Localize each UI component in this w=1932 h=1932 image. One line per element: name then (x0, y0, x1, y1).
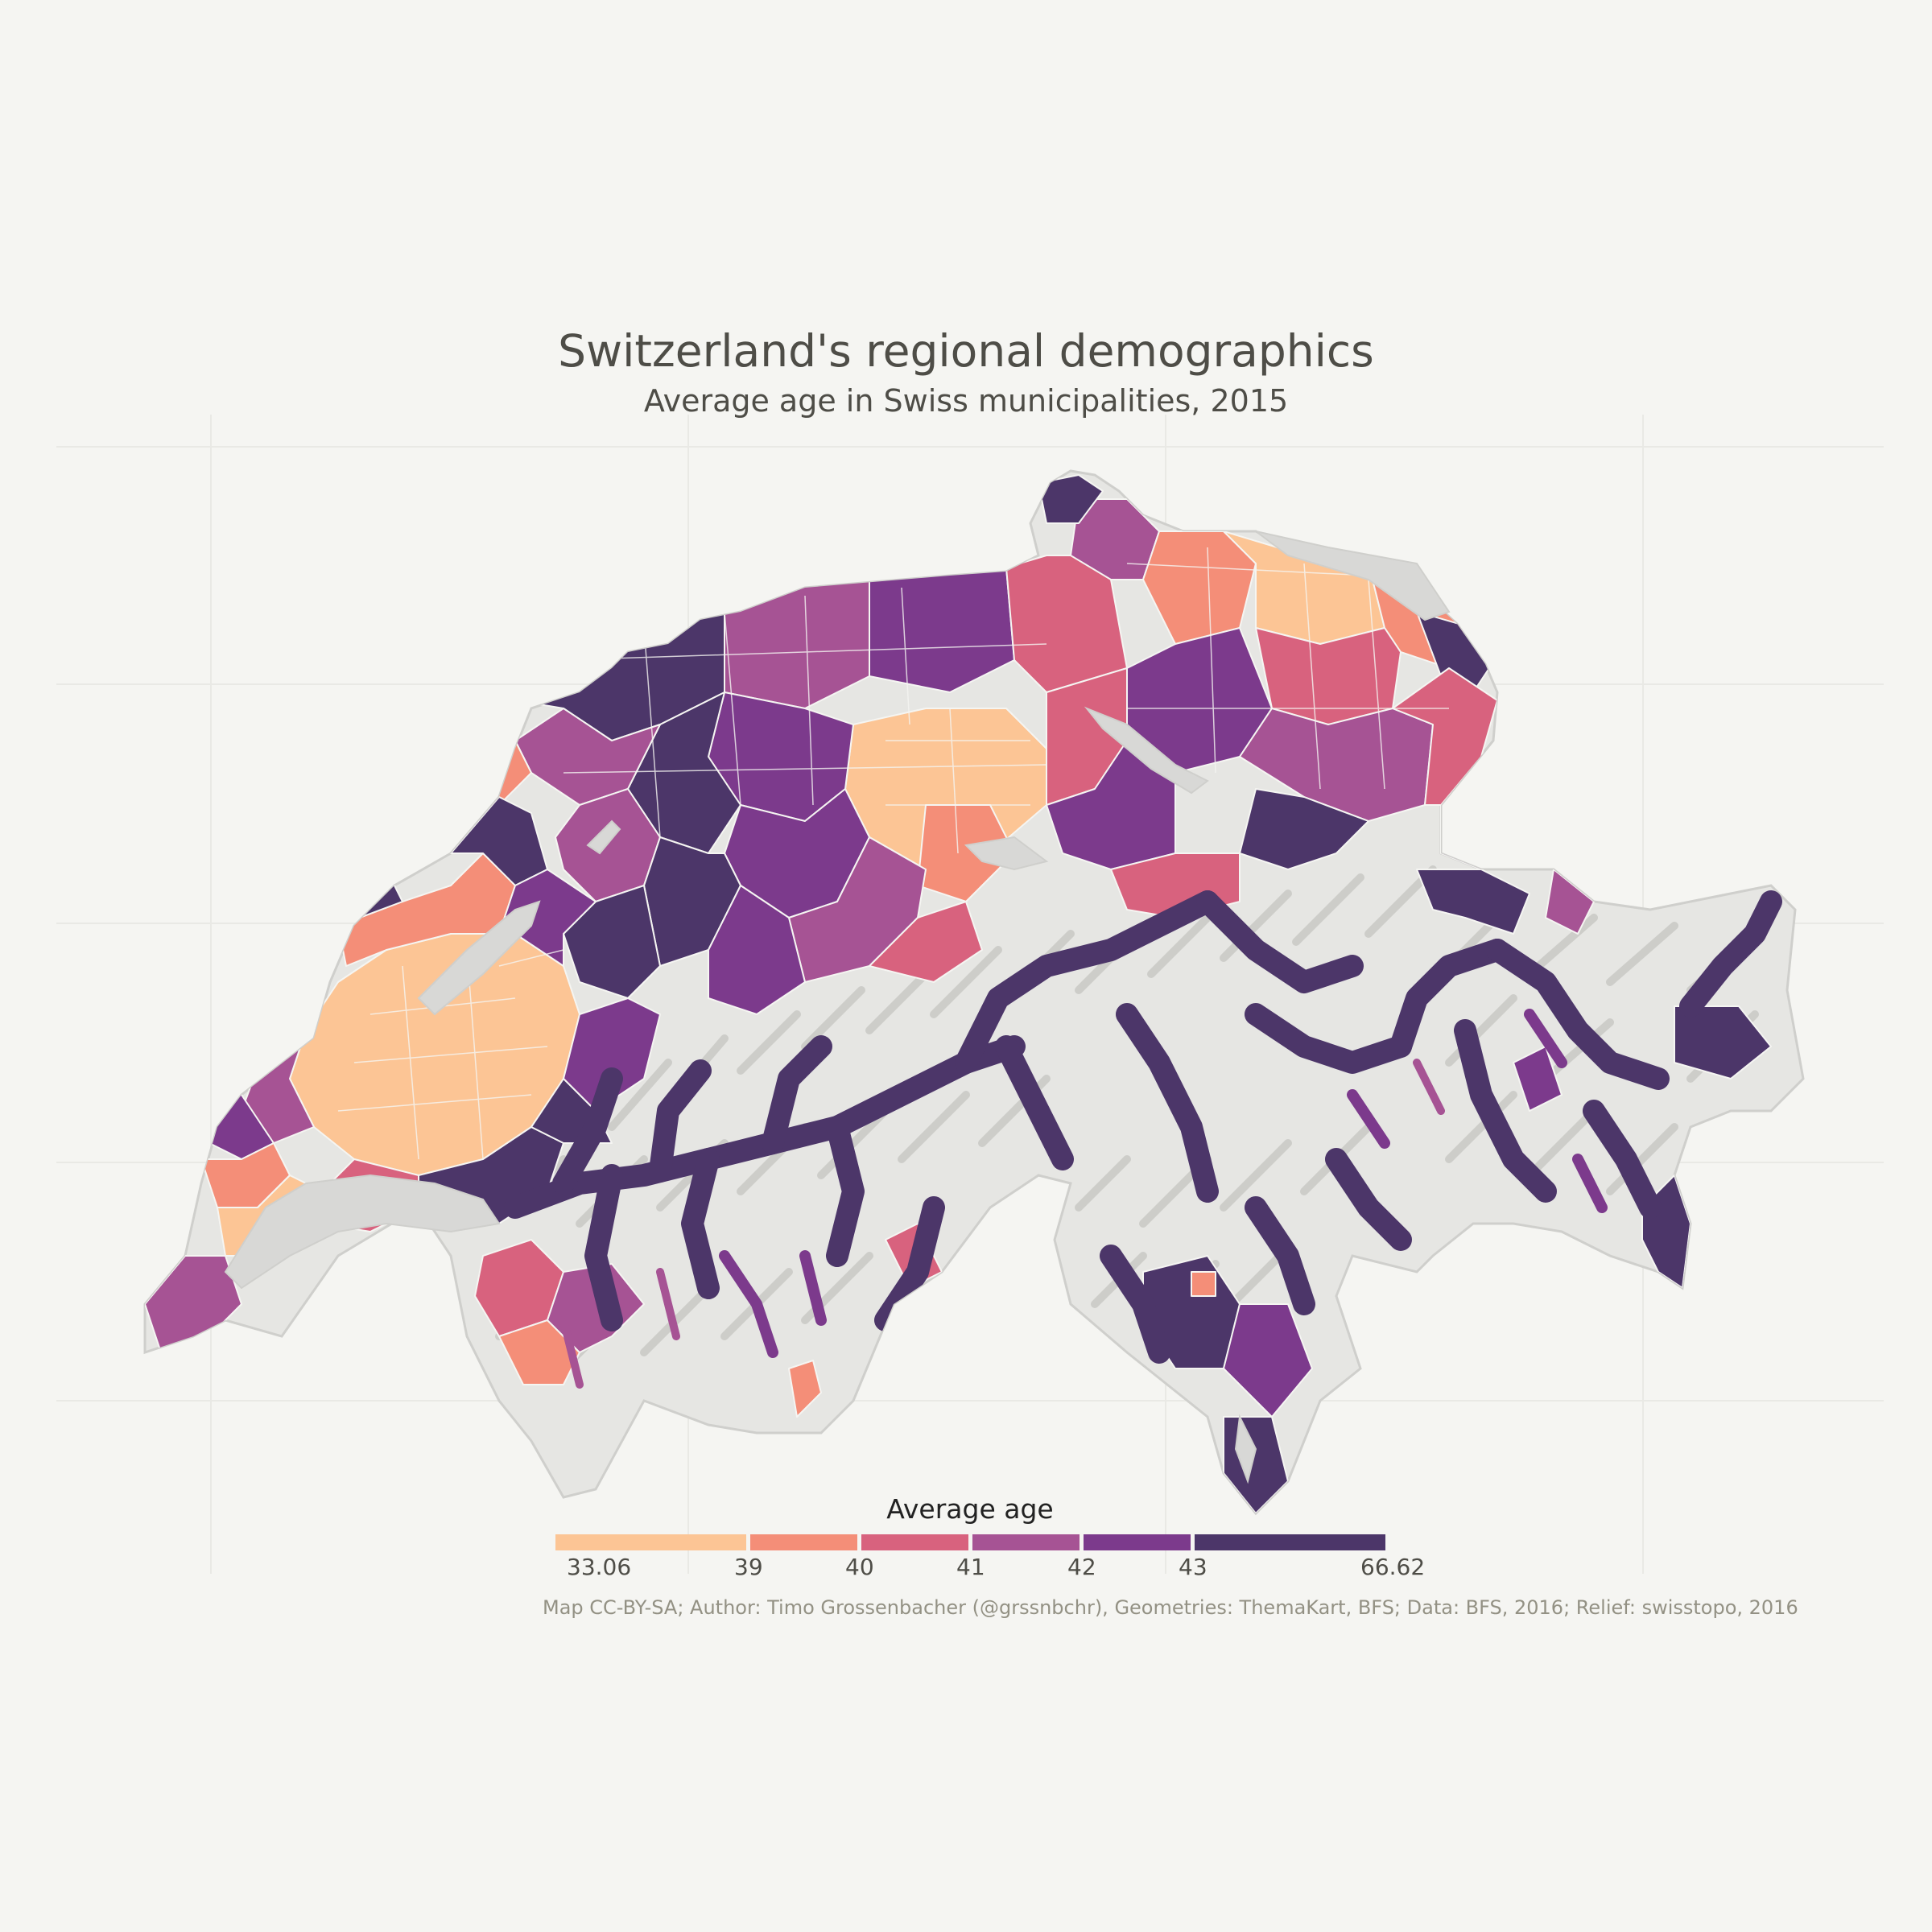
alpine-valleys-secondary (719, 1009, 1608, 1358)
legend-tick-label: 33.06 (567, 1554, 632, 1580)
region-classes (145, 474, 1772, 1513)
map-subtitle: Average age in Swiss municipalities, 201… (643, 383, 1289, 419)
legend-class-4 (972, 1534, 1080, 1550)
legend-tick-label: 40 (845, 1554, 874, 1580)
lake-constance (1255, 530, 1451, 621)
legend-class-2 (750, 1534, 857, 1550)
lake-lucerne (964, 836, 1049, 871)
legend-tick-label: 66.62 (1360, 1554, 1426, 1580)
legend-title: Average age (886, 1493, 1054, 1525)
legend-tick-label: 42 (1067, 1554, 1096, 1580)
lake-geneva (224, 1174, 501, 1290)
lakes (224, 530, 1451, 1484)
map-caption: Map CC-BY-SA; Author: Timo Grossenbacher… (543, 1596, 1798, 1619)
lake-biel (586, 819, 621, 855)
lake-neuchatel (417, 900, 541, 1016)
alpine-valleys (504, 890, 1782, 1364)
legend-tick-label: 43 (1179, 1554, 1208, 1580)
lake-maggiore (1234, 1414, 1257, 1484)
legend-tick-label: 39 (734, 1554, 763, 1580)
legend-class-5 (1084, 1534, 1191, 1550)
legend-class-3 (861, 1534, 968, 1550)
legend-tick-label: 41 (956, 1554, 985, 1580)
map-title: Switzerland's regional demographics (558, 325, 1374, 377)
municipality-choropleth (145, 474, 1782, 1513)
legend-class-6 (1195, 1534, 1385, 1550)
legend-color-scale (555, 1534, 1385, 1550)
legend-class-1 (555, 1534, 746, 1550)
lake-zurich (1084, 706, 1209, 795)
alpine-valleys-tertiary (559, 1059, 1445, 1389)
